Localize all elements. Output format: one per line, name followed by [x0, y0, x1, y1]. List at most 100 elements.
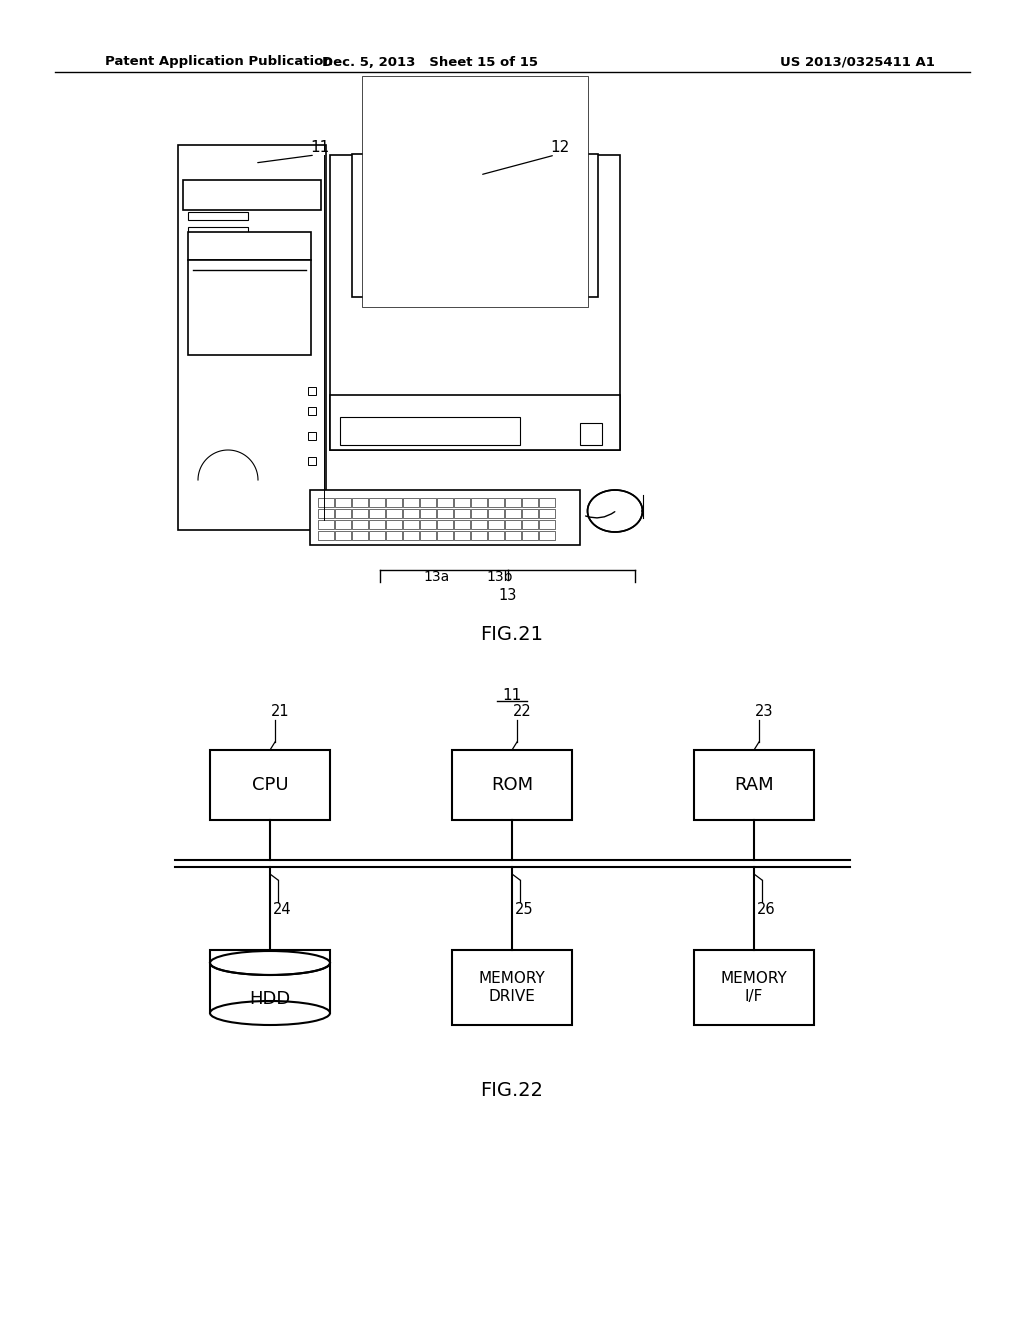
- Text: 25: 25: [515, 903, 534, 917]
- Text: Patent Application Publication: Patent Application Publication: [105, 55, 333, 69]
- Bar: [403, 520, 419, 529]
- Bar: [352, 531, 368, 540]
- Bar: [539, 520, 555, 529]
- Bar: [437, 510, 453, 517]
- Bar: [488, 520, 504, 529]
- Bar: [403, 510, 419, 517]
- Text: MEMORY
DRIVE: MEMORY DRIVE: [478, 972, 546, 1003]
- Text: 12: 12: [550, 140, 569, 156]
- Bar: [203, 261, 273, 271]
- Bar: [369, 531, 385, 540]
- Bar: [437, 498, 453, 507]
- Text: 24: 24: [272, 903, 291, 917]
- Bar: [335, 498, 351, 507]
- Bar: [539, 498, 555, 507]
- FancyBboxPatch shape: [694, 950, 814, 1026]
- Bar: [471, 520, 487, 529]
- Bar: [188, 260, 311, 355]
- Text: MEMORY
I/F: MEMORY I/F: [721, 972, 787, 1003]
- Bar: [488, 531, 504, 540]
- Text: 23: 23: [755, 705, 773, 719]
- Bar: [505, 531, 521, 540]
- Text: CPU: CPU: [252, 776, 289, 795]
- Bar: [420, 520, 436, 529]
- Bar: [352, 154, 598, 297]
- Bar: [420, 498, 436, 507]
- Bar: [188, 232, 311, 260]
- Text: FIG.21: FIG.21: [480, 626, 544, 644]
- Bar: [471, 531, 487, 540]
- Bar: [308, 432, 316, 440]
- Bar: [539, 531, 555, 540]
- Bar: [352, 510, 368, 517]
- Bar: [522, 531, 538, 540]
- FancyBboxPatch shape: [694, 750, 814, 820]
- Bar: [420, 510, 436, 517]
- Text: US 2013/0325411 A1: US 2013/0325411 A1: [780, 55, 935, 69]
- Bar: [522, 498, 538, 507]
- FancyBboxPatch shape: [178, 145, 326, 531]
- Bar: [505, 498, 521, 507]
- Text: Dec. 5, 2013   Sheet 15 of 15: Dec. 5, 2013 Sheet 15 of 15: [322, 55, 538, 69]
- Bar: [369, 510, 385, 517]
- Bar: [420, 531, 436, 540]
- Text: 13: 13: [499, 587, 517, 602]
- Text: 13b: 13b: [486, 570, 513, 583]
- Bar: [522, 520, 538, 529]
- Bar: [330, 395, 620, 450]
- Bar: [505, 510, 521, 517]
- Bar: [488, 498, 504, 507]
- Bar: [362, 77, 588, 308]
- Bar: [308, 457, 316, 465]
- Bar: [352, 498, 368, 507]
- Bar: [352, 520, 368, 529]
- Bar: [488, 510, 504, 517]
- Bar: [318, 498, 334, 507]
- Text: 11: 11: [310, 140, 330, 156]
- Bar: [420, 506, 530, 523]
- FancyBboxPatch shape: [330, 154, 620, 450]
- Bar: [437, 531, 453, 540]
- Polygon shape: [588, 490, 642, 532]
- Bar: [386, 520, 402, 529]
- Bar: [403, 498, 419, 507]
- Bar: [437, 520, 453, 529]
- Bar: [369, 498, 385, 507]
- Text: HDD: HDD: [250, 990, 291, 1007]
- Bar: [188, 227, 248, 234]
- Bar: [335, 510, 351, 517]
- Bar: [318, 531, 334, 540]
- Bar: [386, 531, 402, 540]
- Bar: [580, 422, 602, 445]
- Bar: [505, 520, 521, 529]
- Text: FIG.22: FIG.22: [480, 1081, 544, 1100]
- Bar: [183, 180, 321, 210]
- Bar: [471, 498, 487, 507]
- FancyBboxPatch shape: [210, 750, 330, 820]
- Bar: [335, 531, 351, 540]
- Bar: [308, 407, 316, 414]
- Bar: [369, 520, 385, 529]
- Bar: [335, 520, 351, 529]
- Bar: [318, 520, 334, 529]
- Bar: [308, 387, 316, 395]
- Bar: [403, 531, 419, 540]
- Bar: [318, 510, 334, 517]
- Text: 13a: 13a: [424, 570, 451, 583]
- Ellipse shape: [210, 950, 330, 975]
- Bar: [471, 510, 487, 517]
- Bar: [454, 531, 470, 540]
- Text: 11: 11: [503, 688, 521, 702]
- Bar: [386, 498, 402, 507]
- Text: 26: 26: [757, 903, 775, 917]
- FancyBboxPatch shape: [310, 490, 580, 545]
- Text: RAM: RAM: [734, 776, 774, 795]
- FancyBboxPatch shape: [452, 950, 572, 1026]
- Ellipse shape: [210, 1001, 330, 1026]
- Bar: [522, 510, 538, 517]
- Bar: [454, 520, 470, 529]
- Text: 22: 22: [513, 705, 531, 719]
- Bar: [188, 213, 248, 220]
- Bar: [454, 510, 470, 517]
- FancyBboxPatch shape: [452, 750, 572, 820]
